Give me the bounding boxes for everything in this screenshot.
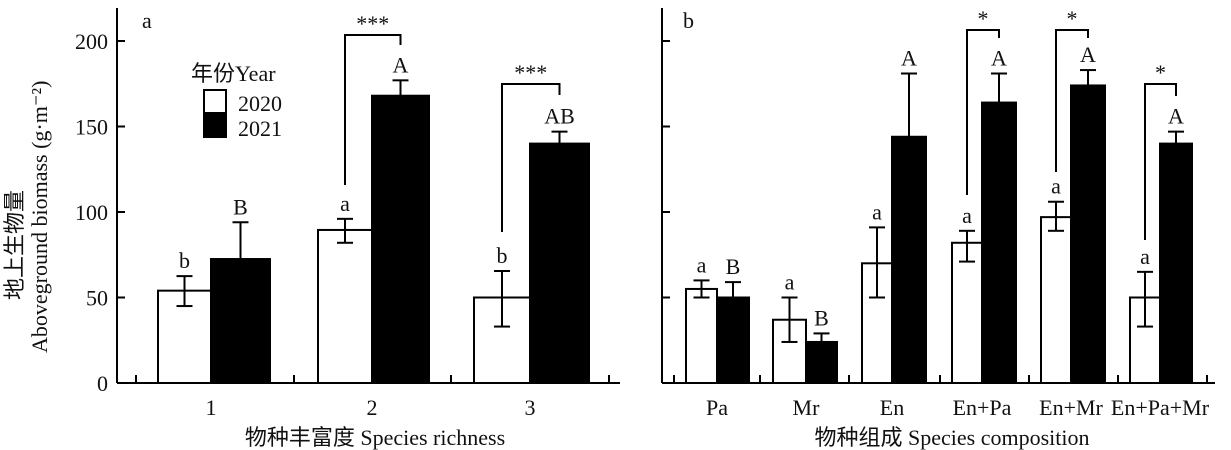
significance-letter: A <box>1080 42 1096 67</box>
bar-2020 <box>1040 216 1072 384</box>
significance-stars: *** <box>514 60 547 85</box>
x-tick-label: En+Mr <box>1039 395 1103 420</box>
significance-letter: B <box>233 194 248 219</box>
significance-stars: * <box>1155 60 1166 85</box>
significance-bracket <box>344 34 402 185</box>
x-axis-label: 物种丰富度 Species richness <box>245 425 505 450</box>
significance-letter: a <box>1051 174 1061 199</box>
y-axis-label: Aboveground biomass (g·m⁻²) <box>27 81 52 353</box>
bar-2020 <box>317 228 373 384</box>
significance-letter: A <box>393 52 409 77</box>
y-tick-label: 50 <box>86 286 108 311</box>
significance-bracket <box>1144 83 1177 240</box>
y-tick-label: 150 <box>75 115 108 140</box>
y-tick-label: 200 <box>75 29 108 54</box>
legend-label-2021: 2021 <box>238 116 282 141</box>
y-tick-label: 100 <box>75 200 108 225</box>
panel-label: a <box>142 8 152 33</box>
significance-letter: a <box>340 191 350 216</box>
significance-letter: B <box>726 254 741 279</box>
significance-letter: a <box>697 252 707 277</box>
bar-2021 <box>981 101 1017 384</box>
legend: 年份Year 2020 2021 <box>191 61 282 141</box>
significance-letter: A <box>901 45 917 70</box>
legend-swatch-2020 <box>203 89 227 115</box>
significance-letter: a <box>785 270 795 295</box>
x-tick-label: 2 <box>367 395 378 420</box>
significance-letter: a <box>962 203 972 228</box>
panel-a: 0 50 100 150 200 a 物种丰富度 Species richness 1 b B 2 a… <box>75 8 620 450</box>
significance-stars: * <box>978 6 989 31</box>
significance-letter: b <box>179 248 190 273</box>
legend-swatch-2021 <box>203 112 227 138</box>
significance-bracket <box>501 83 561 232</box>
bar-2021 <box>210 258 271 384</box>
significance-letter: a <box>1140 244 1150 269</box>
legend-label-2020: 2020 <box>238 91 282 116</box>
x-tick-label: Pa <box>706 395 728 420</box>
significance-letter: a <box>872 199 882 224</box>
significance-bracket <box>1055 29 1089 172</box>
bar-2021 <box>529 142 590 384</box>
y-tick-label: 0 <box>97 371 108 396</box>
significance-stars: * <box>1067 6 1078 31</box>
significance-letter: AB <box>544 104 575 129</box>
significance-letter: b <box>497 243 508 268</box>
bar-2020 <box>951 241 983 384</box>
bar-2021 <box>371 94 430 384</box>
significance-stars: *** <box>356 11 389 36</box>
x-tick-label: En+Pa <box>953 395 1012 420</box>
bar-2021 <box>716 296 750 384</box>
x-tick-label: En <box>880 395 904 420</box>
bar-2021 <box>1070 84 1106 385</box>
x-tick-label: En+Pa+Mr <box>1111 395 1210 420</box>
y-axis-label-cn: 地上生物量 <box>2 190 27 300</box>
significance-letter: A <box>991 45 1007 70</box>
bar-2021 <box>1159 142 1193 384</box>
significance-letter: B <box>814 305 829 330</box>
bar-2021 <box>805 340 838 384</box>
x-tick-label: 3 <box>525 395 536 420</box>
panel-label: b <box>683 8 694 33</box>
x-tick-label: 1 <box>206 395 217 420</box>
bar-2021 <box>891 135 927 384</box>
significance-letter: A <box>1168 104 1184 129</box>
significance-bracket <box>966 29 1000 195</box>
x-axis-label: 物种组成 Species composition <box>815 425 1090 450</box>
x-tick-label: Mr <box>793 395 821 420</box>
bar-2020 <box>685 287 718 385</box>
legend-title: 年份Year <box>191 61 276 86</box>
